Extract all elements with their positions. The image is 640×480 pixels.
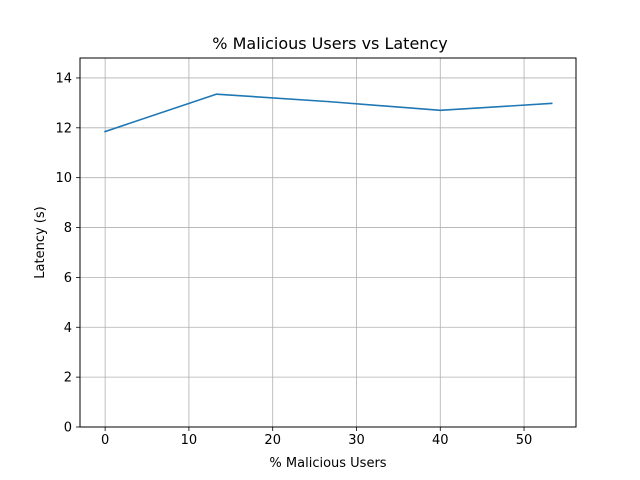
x-tick-label: 20 bbox=[264, 433, 281, 448]
y-tick-label: 8 bbox=[64, 221, 72, 236]
x-tick-label: 0 bbox=[101, 433, 109, 448]
x-axis-label: % Malicious Users bbox=[269, 456, 386, 471]
y-tick-label: 4 bbox=[64, 321, 72, 336]
y-tick-label: 0 bbox=[64, 421, 72, 436]
series-line-0 bbox=[104, 93, 553, 133]
y-tick-label: 14 bbox=[55, 71, 72, 86]
data-point bbox=[328, 100, 330, 103]
series-layer bbox=[104, 93, 553, 133]
x-tick-label: 40 bbox=[432, 433, 449, 448]
y-tick-label: 6 bbox=[64, 271, 72, 286]
grid-layer bbox=[80, 58, 576, 428]
data-point bbox=[104, 130, 106, 133]
y-tick-label: 10 bbox=[55, 171, 72, 186]
chart-title: % Malicious Users vs Latency bbox=[212, 34, 447, 53]
x-tick-label: 30 bbox=[348, 433, 365, 448]
plot-frame bbox=[79, 57, 577, 428]
data-point bbox=[439, 109, 442, 112]
y-tick-label: 2 bbox=[64, 371, 72, 386]
y-tick-label: 12 bbox=[55, 121, 72, 136]
data-point bbox=[215, 93, 218, 95]
x-tick-label: 10 bbox=[181, 433, 198, 448]
data-point bbox=[550, 102, 553, 105]
x-tick-label: 50 bbox=[516, 433, 533, 448]
y-axis-label: Latency (s) bbox=[33, 206, 48, 278]
tick-layer: 0 10 20 30 40 50 0 2 4 6 8 10 12 14 bbox=[55, 71, 532, 448]
